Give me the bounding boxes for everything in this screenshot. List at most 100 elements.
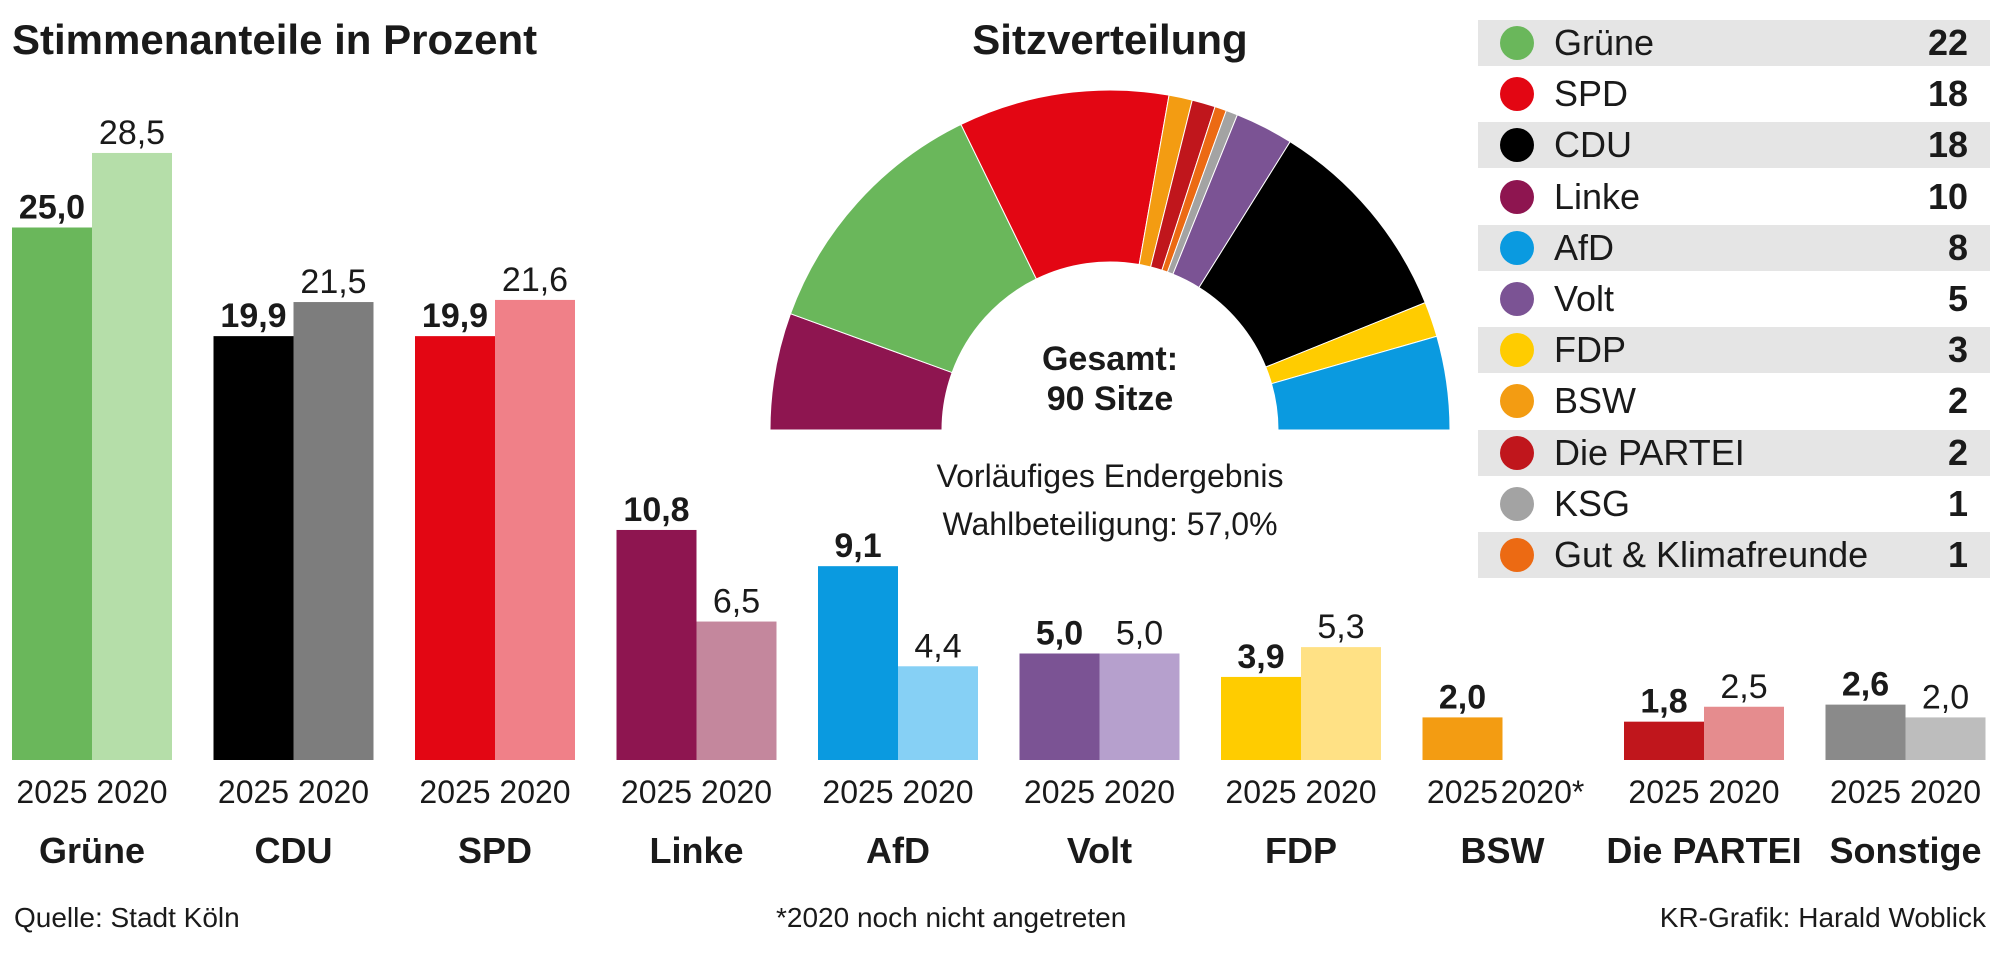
legend-party-name: Grüne [1554,22,1655,63]
bar-value-label: 4,4 [914,627,961,665]
legend-party-name: Volt [1554,277,1615,319]
year-tick-label: 2025 [1024,774,1095,810]
seat-distribution-title: Sitzverteilung [972,16,1248,63]
legend-seat-count: 2 [1947,380,1968,422]
seat-legend: Grüne 22 SPD 18 CDU 18 Linke 10 AfD 8 Volt 5 F… [1478,20,1990,583]
legend-seat-count: 5 [1947,277,1968,319]
legend-seat-count: 8 [1947,226,1968,268]
legend-row: BSW 2 [1478,378,1990,425]
seat-segment [789,123,1038,374]
legend-row: CDU 18 [1478,122,1990,169]
year-tick-label: 2025 [218,774,289,810]
legend-row: KSG 1 [1478,480,1990,527]
bar-value-label: 19,9 [220,297,286,335]
seat-distribution-chart: Gesamt:90 Sitze Vorläufiges Endergebnis Wa… [769,89,1451,542]
year-tick-label: 2020 [96,774,167,810]
bar-value-label: 28,5 [99,114,165,152]
legend-color-dot [1500,179,1534,214]
bar-2020 [1905,717,1986,760]
bar-value-label: 5,0 [1116,615,1163,653]
bar-value-label: 6,5 [713,583,760,621]
bar-2025 [818,566,898,760]
legend-color-dot [1500,230,1534,265]
year-tick-label: 2025 [419,774,490,810]
party-category-label: Volt [1067,830,1132,871]
footnote: *2020 noch nicht angetreten [776,902,1127,933]
legend-row: Die PARTEI 2 [1478,429,1990,476]
bar-2025 [1019,653,1100,760]
year-tick-label: 2020 [1708,774,1779,810]
graphic-credit: KR-Grafik: Harald Woblick [1659,902,1986,933]
legend-seat-count: 18 [1927,73,1968,115]
year-tick-label: 2020 [1910,774,1981,810]
bar-2025 [616,529,697,760]
bar-value-label: 21,6 [502,261,568,299]
vote-share-bar-chart: 25,0202528,52020Grüne19,9202521,52020CDU… [12,114,1986,871]
legend-party-name: SPD [1554,73,1629,115]
year-tick-label: 2025 [16,774,87,810]
bar-value-label: 3,9 [1237,638,1284,676]
party-category-label: AfD [866,830,930,871]
source-note: Quelle: Stadt Köln [14,902,240,933]
seat-total-label: Gesamt: [1042,340,1178,378]
legend-color-dot [1500,435,1534,470]
year-tick-label: 2020 [499,774,570,810]
legend-party-name: Die PARTEI [1554,431,1745,473]
year-tick-label: 2020 [701,774,772,810]
bar-2020 [696,621,777,760]
legend-party-name: Gut & Klimafreunde [1554,533,1869,575]
legend-row: Volt 5 [1478,275,1990,322]
legend-party-name: BSW [1554,380,1637,422]
year-tick-label: 2020 [298,774,369,810]
legend-color-dot [1500,333,1534,368]
bar-2020 [1099,653,1180,760]
bar-2020 [1301,647,1381,760]
bar-value-label: 9,1 [834,527,881,565]
bar-2020 [92,152,172,760]
bar-value-label: 19,9 [422,297,488,335]
bar-value-label: 5,3 [1317,608,1364,646]
legend-row: Grüne 22 [1478,20,1990,66]
seat-total-value: 90 Sitze [1047,380,1174,418]
footer: Quelle: Stadt Köln *2020 noch nicht ange… [0,902,2000,942]
bar-value-label: 2,0 [1439,678,1486,716]
legend-color-dot [1500,537,1534,572]
seat-segment [1270,335,1451,431]
result-status-label: Vorläufiges Endergebnis [937,458,1284,494]
legend-color-dot [1500,26,1534,60]
party-category-label: FDP [1265,830,1337,871]
bar-value-label: 2,5 [1720,668,1767,706]
legend-party-name: FDP [1554,329,1626,371]
legend-color-dot [1500,486,1534,521]
legend-row: Linke 10 [1478,173,1990,220]
bar-2025 [1825,704,1906,760]
year-tick-label: 2025 [1628,774,1699,810]
year-tick-label: 2025 [1830,774,1901,810]
bar-2020 [495,299,575,760]
bar-value-label: 2,6 [1842,666,1889,704]
legend-row: AfD 8 [1478,224,1990,271]
legend-party-name: KSG [1554,482,1631,524]
legend-seat-count: 18 [1927,124,1968,166]
legend-color-dot [1500,128,1534,163]
bar-2025 [415,336,495,760]
legend-party-name: Linke [1554,175,1641,217]
bar-value-label: 10,8 [623,491,689,529]
party-category-label: Linke [649,830,743,871]
legend-seat-count: 3 [1947,329,1968,371]
bar-2020 [293,302,374,760]
legend-seat-count: 2 [1947,431,1968,473]
legend-seat-count: 1 [1947,482,1968,524]
party-category-label: BSW [1461,830,1545,871]
party-category-label: Die PARTEI [1606,830,1801,871]
bar-value-label: 25,0 [19,189,85,227]
year-tick-label: 2020* [1501,774,1585,810]
bar-value-label: 21,5 [300,263,366,301]
bar-value-label: 2,0 [1922,678,1969,716]
legend-color-dot [1500,384,1534,419]
bar-2025 [12,227,92,760]
bar-value-label: 5,0 [1036,615,1083,653]
legend-row: FDP 3 [1478,327,1990,374]
bar-2020 [898,666,978,760]
bar-2025 [1422,717,1503,760]
